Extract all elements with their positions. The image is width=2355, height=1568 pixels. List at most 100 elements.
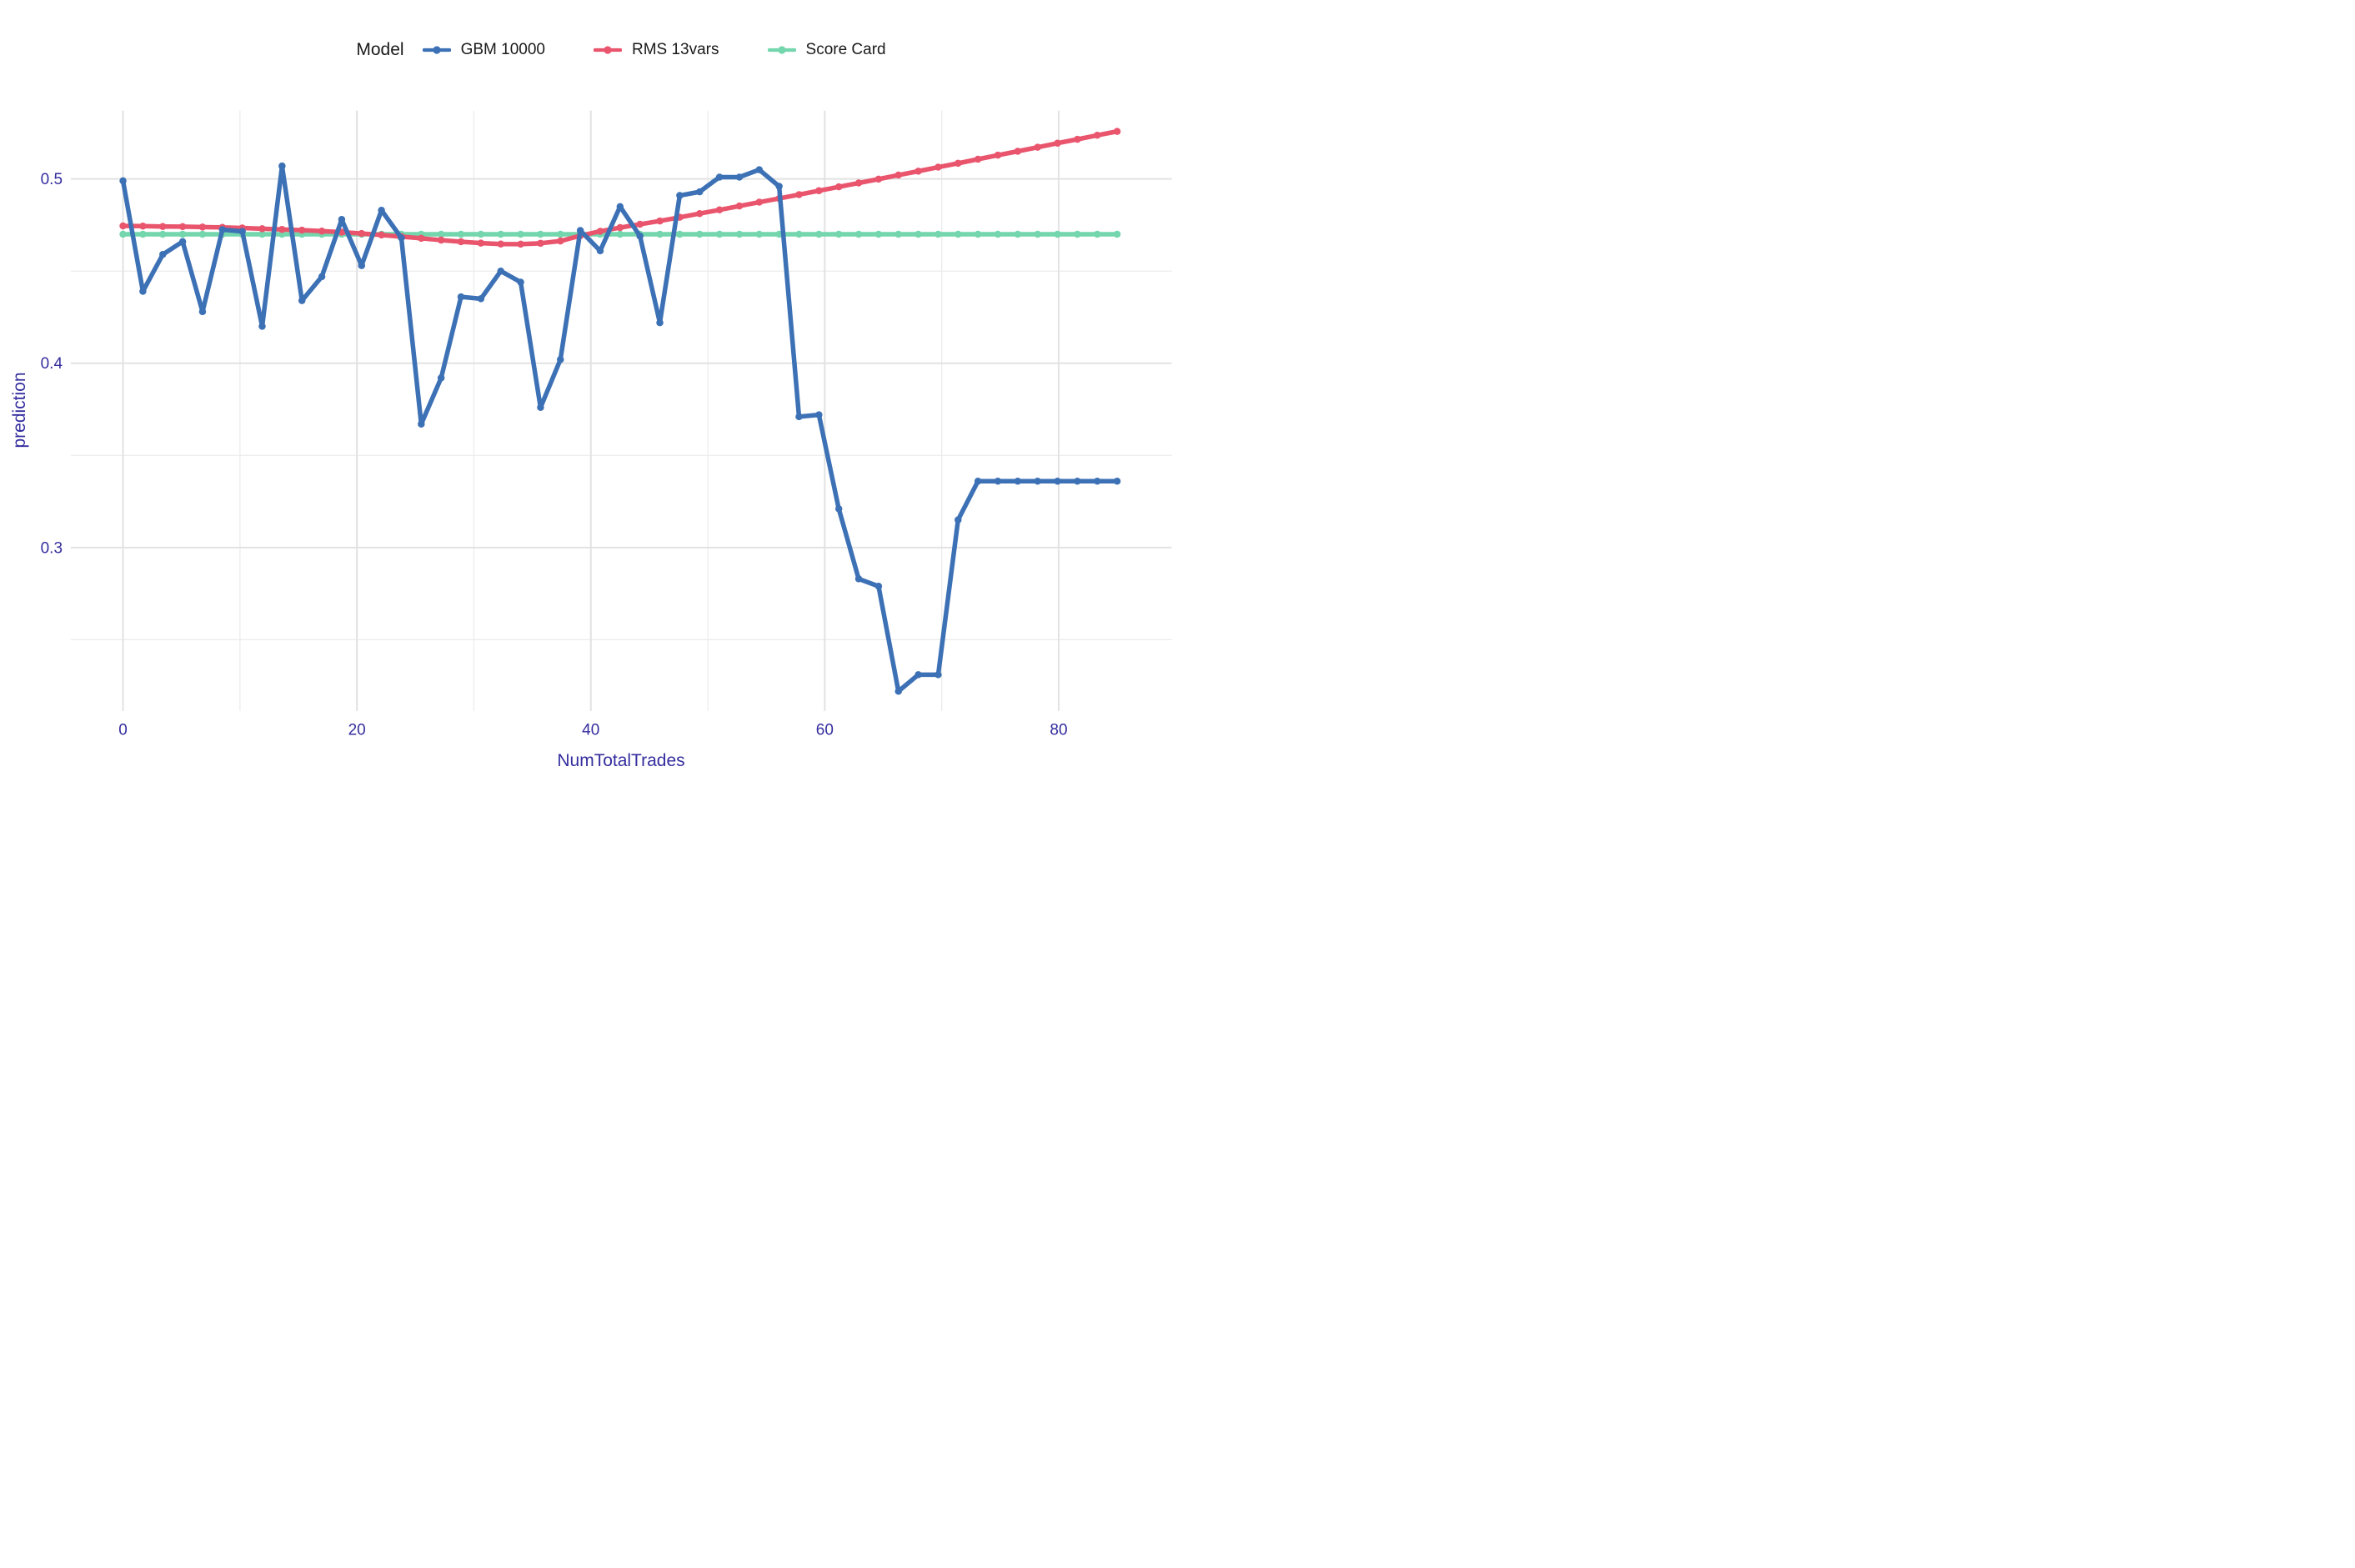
data-point (139, 288, 147, 295)
data-point (178, 223, 187, 231)
data-point (1034, 230, 1041, 238)
data-point (198, 230, 207, 238)
data-point (198, 308, 207, 316)
data-point (457, 238, 465, 246)
data-point (934, 230, 942, 238)
data-point (198, 223, 207, 231)
data-point (398, 234, 405, 242)
data-point (178, 238, 187, 246)
data-point (974, 477, 982, 485)
data-point (656, 318, 664, 327)
data-point (557, 237, 564, 245)
data-point (656, 217, 664, 225)
data-point (695, 230, 704, 238)
data-point (159, 230, 167, 238)
data-point (378, 231, 385, 239)
y-tick-label: 0.3 (41, 539, 63, 557)
data-point (874, 175, 883, 183)
line-chart-figure: 0 20 40 60 80 0.5 0.4 0.3 Model GBM 10000 RMS 13… (0, 0, 1178, 784)
data-point (457, 293, 465, 301)
data-point (318, 227, 326, 235)
data-point (755, 198, 764, 206)
data-point (834, 230, 843, 238)
data-point (815, 411, 823, 418)
data-point (715, 230, 724, 238)
data-point (537, 230, 544, 238)
data-point (1074, 477, 1081, 485)
data-point (795, 191, 803, 198)
data-point (178, 230, 187, 238)
data-point (437, 230, 445, 238)
data-point (477, 239, 485, 247)
data-point (517, 278, 524, 286)
data-point (159, 251, 167, 258)
data-point (616, 223, 624, 232)
data-point (139, 230, 147, 238)
data-point (1054, 139, 1061, 148)
data-point (894, 171, 902, 179)
legend-title: Model (356, 40, 404, 59)
data-point (914, 671, 922, 679)
data-point (1054, 477, 1061, 485)
data-point (676, 230, 684, 238)
data-point (874, 230, 883, 238)
data-point (159, 223, 167, 230)
data-point (338, 216, 346, 223)
data-point (1074, 135, 1081, 143)
data-point (537, 403, 544, 412)
data-point (834, 505, 843, 513)
data-point (955, 516, 962, 524)
data-point (318, 273, 326, 281)
data-point (636, 220, 644, 228)
legend-entry-rms-13vars: RMS 13vars (593, 41, 719, 59)
data-point (1093, 230, 1101, 238)
data-point (298, 226, 306, 234)
data-point (955, 230, 962, 238)
data-point (418, 234, 425, 243)
data-point (218, 226, 227, 233)
x-tick-label: 20 (348, 721, 366, 739)
data-point (854, 230, 863, 238)
legend-key-line-icon (767, 46, 796, 54)
y-tick-label: 0.4 (41, 355, 63, 373)
data-point (914, 168, 922, 175)
data-point (278, 162, 286, 170)
data-point (477, 230, 485, 238)
data-point (994, 151, 1002, 159)
data-point (358, 262, 366, 269)
data-point (656, 230, 664, 238)
data-point (854, 179, 863, 187)
data-point (894, 688, 902, 695)
data-point (854, 575, 863, 583)
data-point (119, 177, 127, 185)
data-point (358, 229, 366, 238)
data-point (735, 173, 744, 181)
data-point (497, 267, 504, 275)
data-point (834, 183, 843, 191)
data-point (596, 247, 604, 255)
data-point (1014, 148, 1022, 155)
data-point (1113, 477, 1121, 485)
legend-entry-gbm-10000: GBM 10000 (422, 41, 545, 59)
data-point (994, 477, 1002, 485)
data-point (1014, 230, 1022, 238)
data-point (557, 230, 564, 238)
data-point (735, 202, 744, 210)
data-point (695, 188, 704, 196)
data-point (934, 671, 942, 679)
data-point (557, 356, 564, 363)
data-point (1034, 477, 1041, 485)
data-point (576, 227, 584, 234)
legend-key-line-icon (593, 46, 622, 54)
data-point (278, 225, 286, 233)
data-point (636, 232, 644, 240)
x-tick-label: 0 (118, 721, 128, 739)
data-point (775, 183, 783, 190)
data-point (1093, 132, 1101, 139)
data-point (1014, 477, 1022, 485)
data-point (795, 413, 803, 421)
data-point (894, 230, 902, 238)
x-tick-label: 80 (1050, 721, 1067, 739)
data-point (914, 230, 922, 238)
data-point (517, 230, 524, 238)
